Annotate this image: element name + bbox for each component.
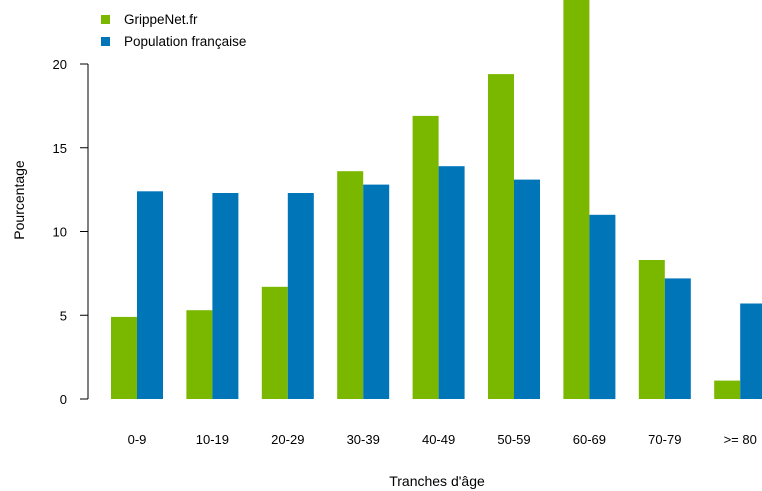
bar-population-9 <box>740 303 762 399</box>
bar-population-4 <box>363 184 390 399</box>
y-ticks: 0 5 10 15 20 <box>53 57 88 407</box>
legend: GrippeNet.fr Population française <box>101 12 246 49</box>
legend-swatch-population <box>101 37 110 46</box>
bar-population-8 <box>664 278 691 399</box>
y-tick-label: 10 <box>53 225 67 240</box>
x-tick-label: 70-79 <box>648 432 681 447</box>
legend-label-population: Population française <box>124 34 246 49</box>
bar-grippenet-9 <box>714 380 741 399</box>
bar-population-1 <box>137 191 163 399</box>
y-tick-label: 0 <box>60 392 67 407</box>
bar-population-6 <box>514 179 540 399</box>
legend-label-grippenet: GrippeNet.fr <box>124 12 198 27</box>
bar-grippenet-4 <box>337 171 364 399</box>
x-tick-label: 0-9 <box>128 432 147 447</box>
bar-grippenet-7 <box>563 0 590 399</box>
bar-population-7 <box>589 214 616 400</box>
y-axis: 0 5 10 15 20 <box>53 57 89 407</box>
bar-grippenet-3 <box>261 286 288 399</box>
bar-grippenet-2 <box>186 310 213 399</box>
bar-grippenet-5 <box>412 115 439 400</box>
y-tick-label: 5 <box>60 308 67 323</box>
bar-grippenet-6 <box>488 74 514 399</box>
x-tick-label: 10-19 <box>196 432 229 447</box>
bar-population-5 <box>438 166 465 399</box>
bar-grippenet-1 <box>111 316 137 399</box>
x-tick-label: 60-69 <box>573 432 606 447</box>
y-tick-label: 20 <box>53 57 67 72</box>
x-tick-label: 40-49 <box>422 432 455 447</box>
bar-layer <box>111 0 762 400</box>
y-axis-title: Pourcentage <box>11 160 27 240</box>
legend-swatch-grippenet <box>101 15 110 24</box>
x-axis-title: Tranches d'âge <box>389 473 485 489</box>
bar-population-2 <box>212 193 239 399</box>
x-tick-label: 30-39 <box>347 432 380 447</box>
x-tick-labels: 0-9 10-19 20-29 30-39 40-49 50-59 60-69 70-79 >=… <box>128 432 757 447</box>
y-tick-label: 15 <box>53 141 67 156</box>
bar-grippenet-8 <box>638 260 665 399</box>
x-tick-label: >= 80 <box>724 432 757 447</box>
x-tick-label: 20-29 <box>271 432 304 447</box>
x-tick-label: 50-59 <box>497 432 530 447</box>
bar-population-3 <box>287 193 314 399</box>
